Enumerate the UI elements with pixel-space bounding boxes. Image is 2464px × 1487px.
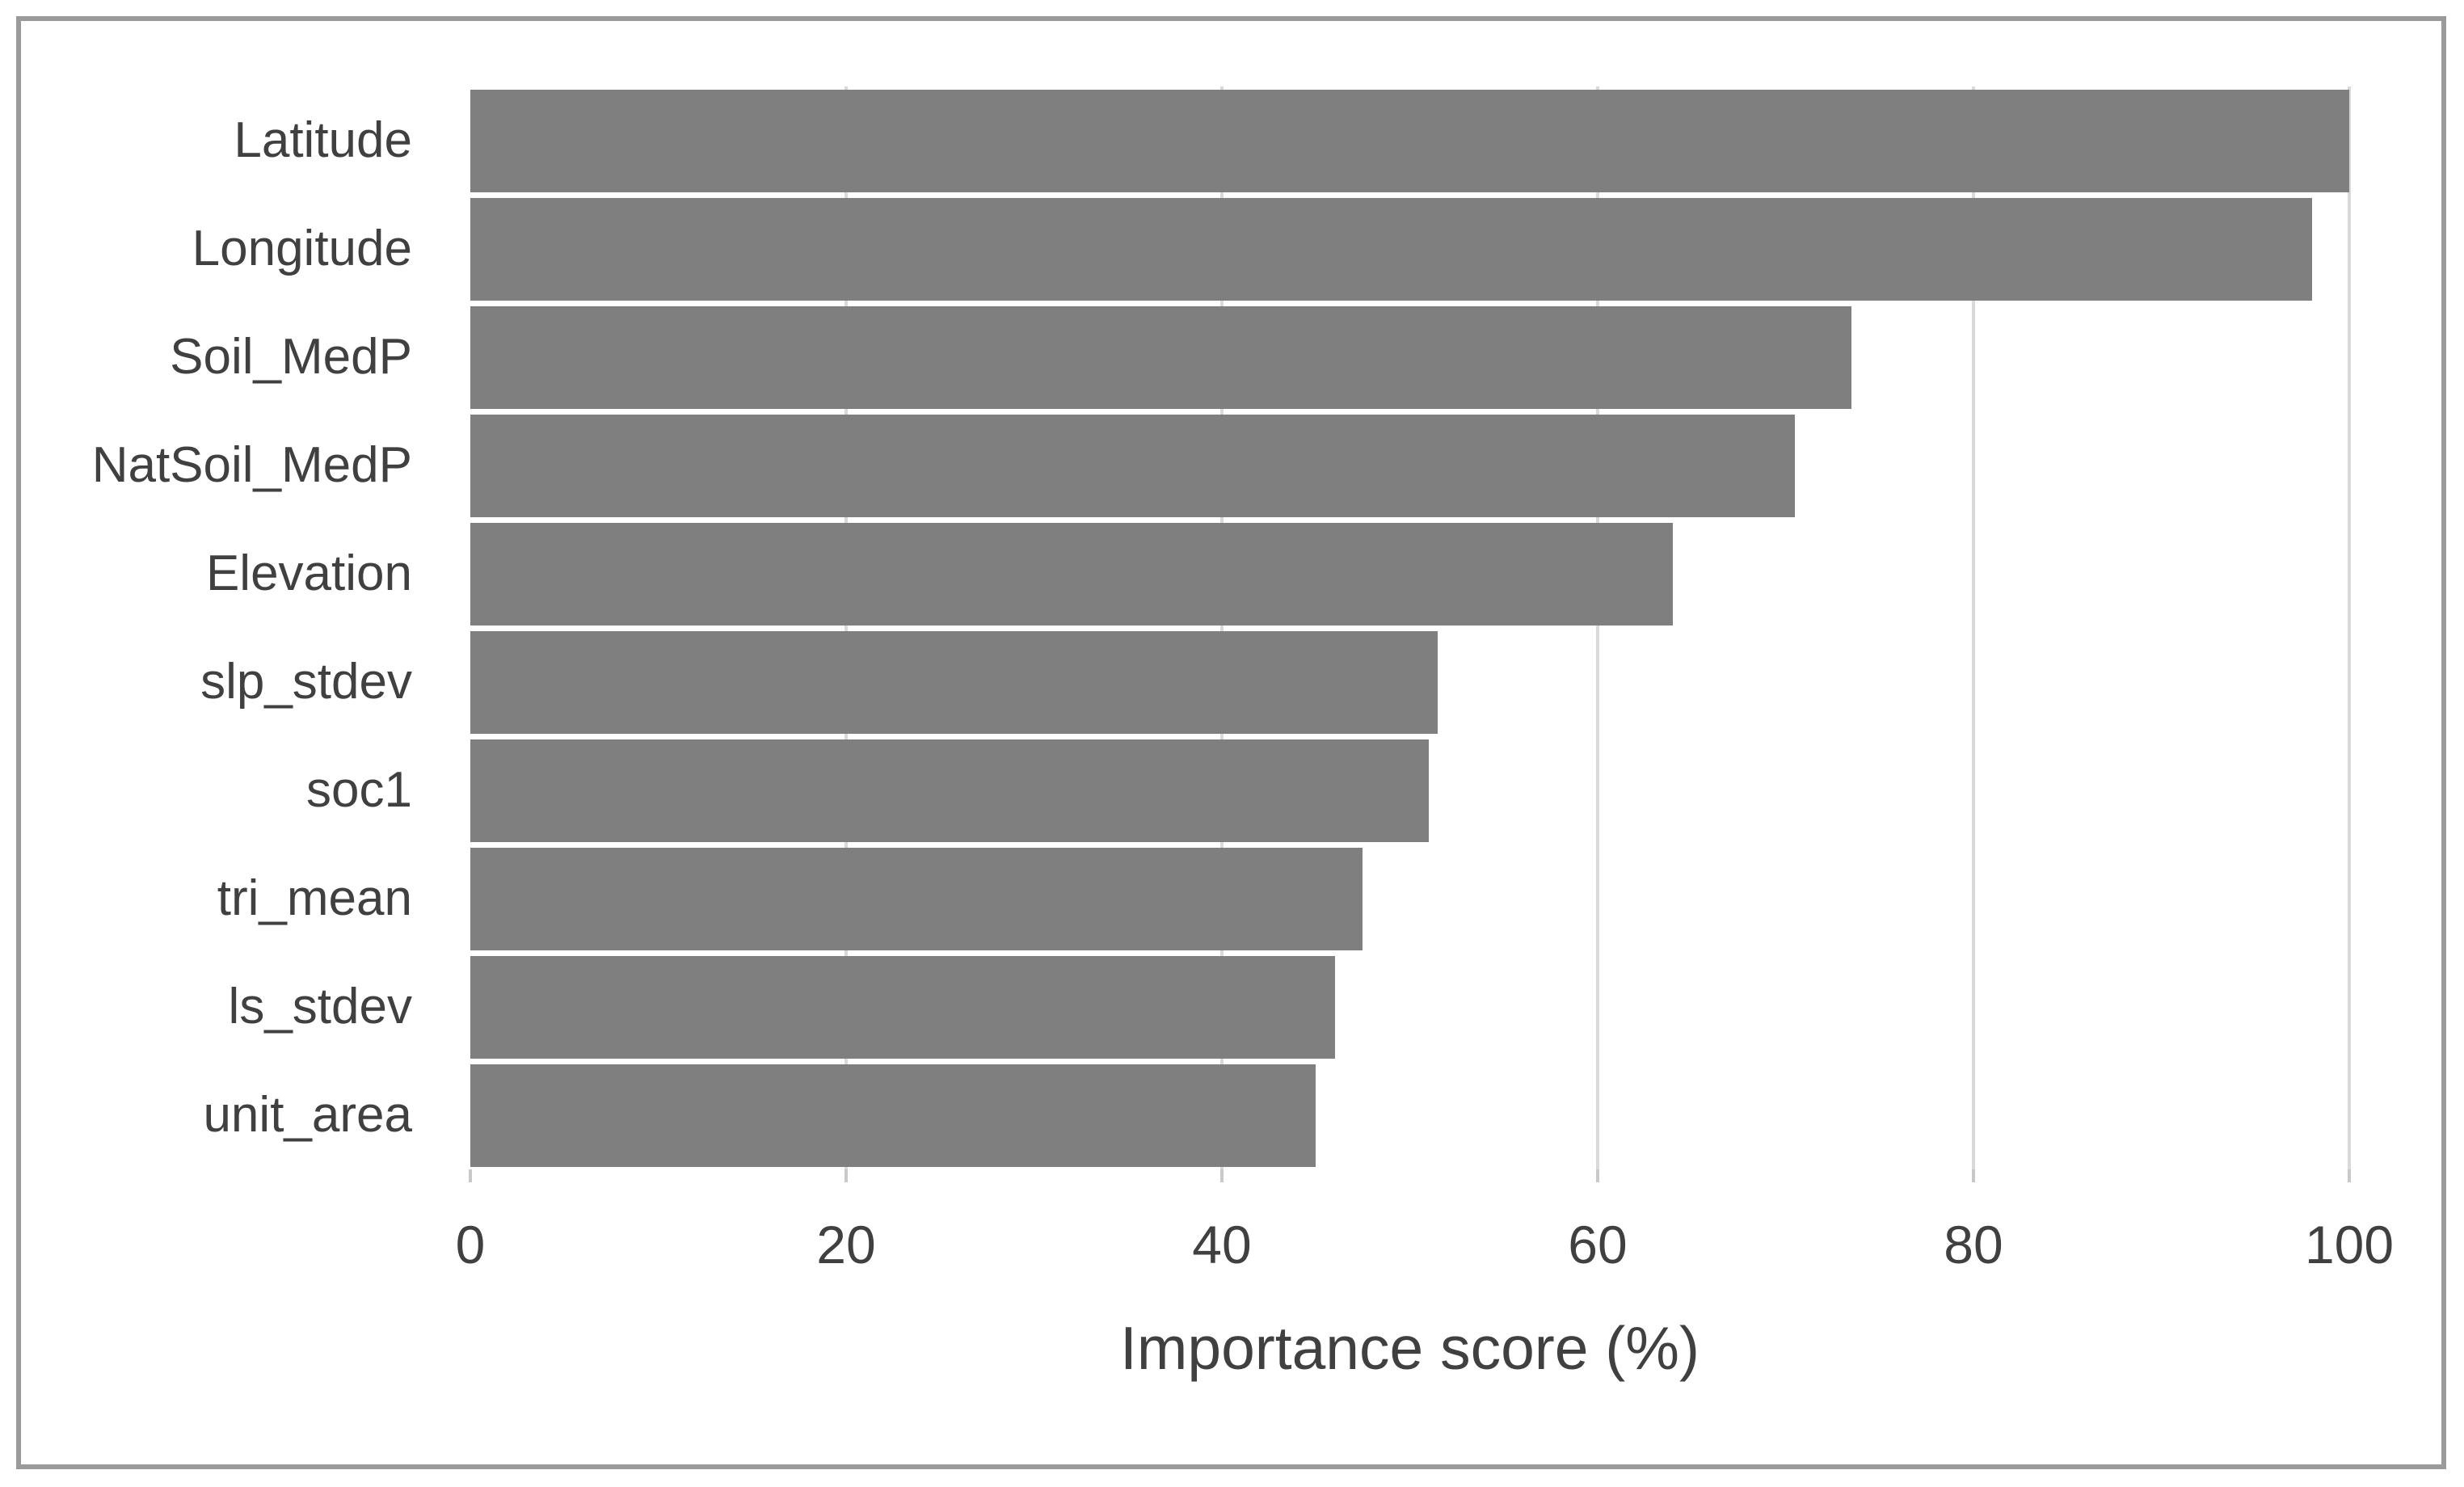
x-axis-tick-100 [2348,1169,2351,1182]
bar-slp_stdev [470,630,1438,734]
x-tick-label-80: 80 [1944,1215,2003,1274]
bar-soc1 [470,739,1429,842]
gridline-20 [844,86,848,1169]
x-axis-tick-80 [1972,1169,1975,1182]
gridline-100 [2348,86,2351,1169]
x-axis-tick-60 [1596,1169,1599,1182]
x-tick-label-100: 100 [2304,1215,2395,1274]
category-label-ls_stdev: ls_stdev [228,979,412,1034]
x-axis-tick-0 [469,1169,472,1182]
x-tick-label-20: 20 [816,1215,876,1274]
category-label-slp_stdev: slp_stdev [200,654,412,710]
bar-elevation [470,522,1673,626]
x-tick-label-60: 60 [1568,1215,1628,1274]
bar-tri_mean [470,847,1363,950]
category-label-soil_medp: Soil_MedP [170,329,412,385]
bar-latitude [470,89,2349,192]
x-tick-label-0: 0 [455,1215,486,1274]
plot-area [469,86,2351,1182]
category-label-soc1: soc1 [306,762,412,818]
gridline-80 [1972,86,1975,1169]
category-label-tri_mean: tri_mean [217,870,412,926]
bar-soil_medp [470,305,1851,409]
category-label-natsoil_medp: NatSoil_MedP [91,437,412,493]
gridline-40 [1220,86,1224,1169]
category-label-elevation: Elevation [205,546,412,601]
gridline-60 [1596,86,1599,1169]
bar-ls_stdev [470,955,1335,1059]
category-label-longitude: Longitude [192,221,412,276]
bar-unit_area [470,1064,1316,1167]
category-label-latitude: Latitude [234,112,412,168]
x-axis-tick-40 [1220,1169,1224,1182]
bar-natsoil_medp [470,414,1796,517]
category-label-unit_area: unit_area [203,1087,412,1143]
x-axis-title: Importance score (%) [1120,1314,1700,1382]
bar-longitude [470,197,2312,301]
x-tick-label-40: 40 [1192,1215,1252,1274]
x-axis-tick-20 [844,1169,848,1182]
